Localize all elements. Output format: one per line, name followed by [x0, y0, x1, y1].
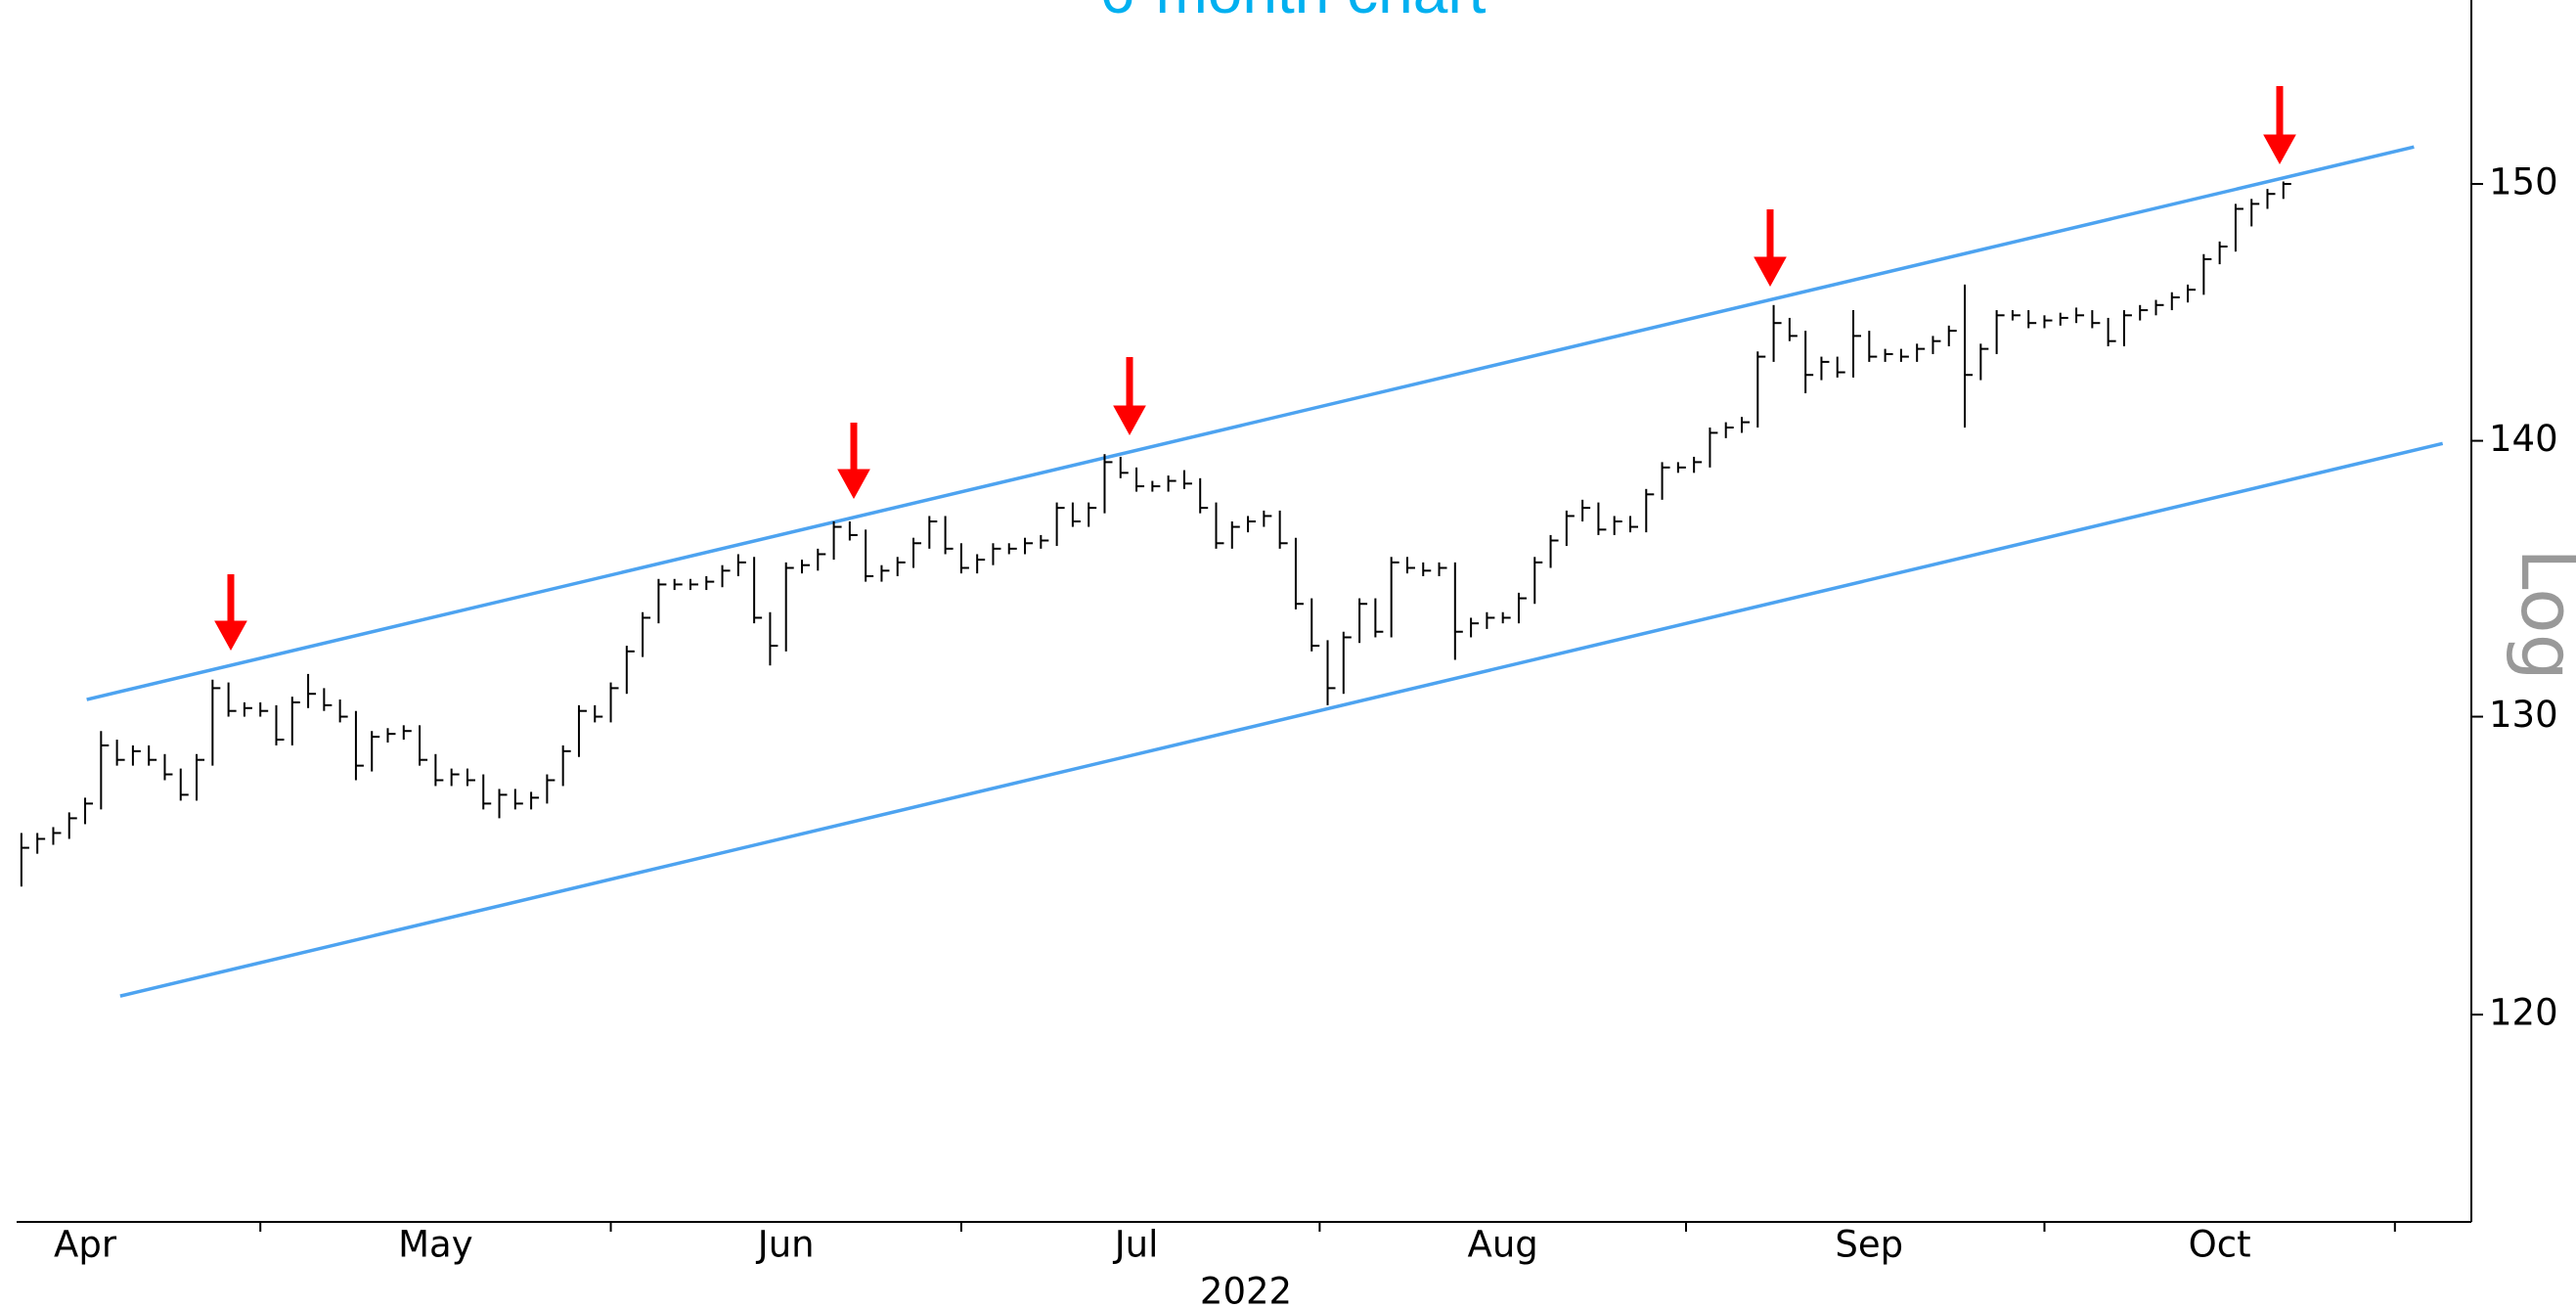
y-tick-label: 130	[2489, 694, 2558, 736]
x-tick-label: Sep	[1835, 1224, 1903, 1266]
y-tick-label: 140	[2489, 418, 2558, 460]
arrow-head	[214, 620, 247, 652]
y-axis-label: Log	[2505, 548, 2576, 681]
x-tick-label: Jun	[756, 1224, 815, 1266]
trend-line	[119, 441, 2444, 998]
x-tick-label: May	[398, 1224, 473, 1266]
arrow-head	[1754, 256, 1787, 288]
arrows	[214, 86, 2296, 652]
y-tick-label: 150	[2489, 161, 2558, 203]
arrow-head	[1113, 405, 1146, 436]
trend-line	[86, 145, 2415, 701]
x-tick-label: Oct	[2189, 1224, 2251, 1266]
x-tick-label: Aug	[1468, 1224, 1538, 1266]
y-tick-label: 120	[2489, 992, 2558, 1034]
chart-title: 6-month chart	[1100, 0, 1487, 26]
x-axis-label: 2022	[1200, 1271, 1292, 1308]
x-tick-label: Apr	[54, 1224, 117, 1266]
arrow-head	[837, 469, 870, 500]
x-tick-label: Jul	[1113, 1224, 1159, 1266]
arrow-head	[2263, 134, 2296, 165]
